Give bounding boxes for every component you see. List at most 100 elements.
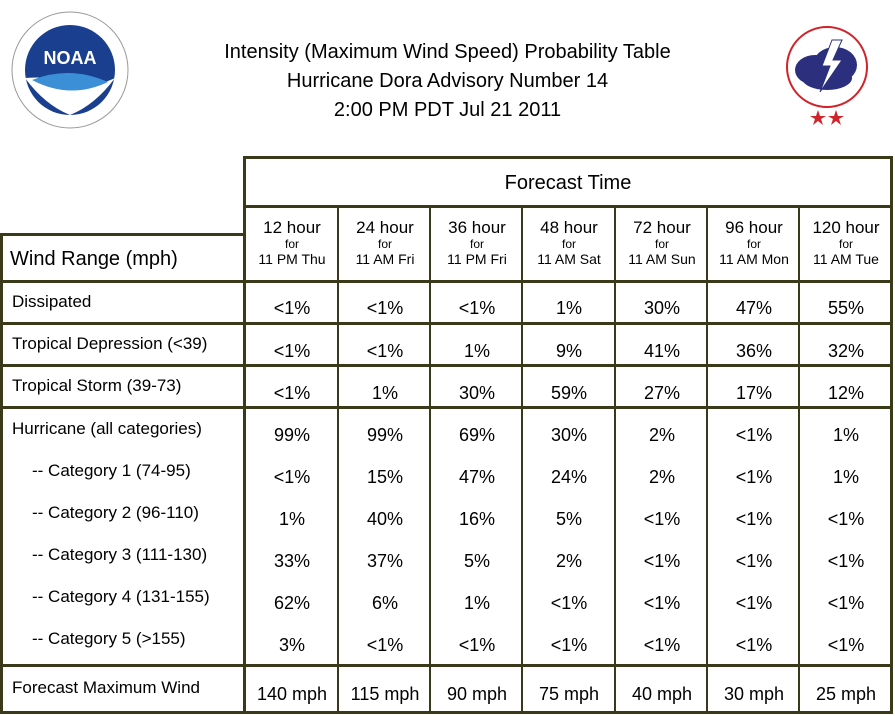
column-date: 11 AM Fri: [355, 251, 415, 267]
probability-cell: 55%: [827, 298, 865, 318]
probability-cell: 6%: [371, 593, 398, 613]
forecast-time-label: Forecast Time: [504, 172, 632, 194]
probability-cell: 40%: [366, 509, 404, 529]
probability-cell: 9%: [555, 341, 582, 361]
probability-cell: 1%: [463, 593, 490, 613]
probability-cell: 1%: [832, 425, 859, 445]
probability-cell: 30%: [550, 425, 588, 445]
probability-cell: 36%: [735, 341, 773, 361]
column-hours: 120 hour: [812, 218, 880, 237]
probability-cell: <1%: [273, 467, 311, 487]
column-header: 96 hour for 11 AM Mon: [708, 218, 800, 268]
probability-cell: 12%: [827, 383, 865, 403]
probability-cell: 59%: [550, 383, 588, 403]
probability-cell: <1%: [735, 551, 773, 571]
max-wind-cell: 90 mph: [446, 684, 508, 704]
probability-cell: 16%: [458, 509, 496, 529]
probability-cell: <1%: [550, 635, 588, 655]
row-label-category-3: -- Category 3 (111-130): [32, 545, 208, 564]
probability-cell: 32%: [827, 341, 865, 361]
probability-cell: 17%: [735, 383, 773, 403]
max-wind-cell: 25 mph: [815, 684, 877, 704]
column-hours: 24 hour: [356, 218, 414, 237]
probability-cell: <1%: [827, 509, 865, 529]
probability-cell: <1%: [366, 635, 404, 655]
max-wind-cell: 115 mph: [350, 684, 420, 704]
column-header: 72 hour for 11 AM Sun: [616, 218, 708, 268]
probability-cell: 2%: [648, 467, 675, 487]
max-wind-cell: 140 mph: [256, 684, 328, 704]
probability-cell: 5%: [555, 509, 582, 529]
row-label-max-wind: Forecast Maximum Wind: [12, 678, 200, 697]
probability-cell: 15%: [366, 467, 404, 487]
column-header: 24 hour for 11 AM Fri: [339, 218, 431, 268]
column-hours: 72 hour: [633, 218, 691, 237]
max-wind-cell: 30 mph: [723, 684, 785, 704]
row-label-category-5: -- Category 5 (>155): [32, 629, 186, 648]
probability-cell: <1%: [735, 593, 773, 613]
probability-cell: <1%: [643, 593, 681, 613]
probability-cell: 24%: [550, 467, 588, 487]
column-hours: 36 hour: [448, 218, 506, 237]
column-hours: 96 hour: [725, 218, 783, 237]
probability-cell: 30%: [643, 298, 681, 318]
probability-cell: 1%: [463, 341, 490, 361]
column-for: for: [746, 237, 761, 251]
column-hours: 12 hour: [263, 218, 321, 237]
probability-cell: 99%: [273, 425, 311, 445]
wind-range-label: Wind Range (mph): [10, 248, 178, 270]
probability-cell: 1%: [555, 298, 582, 318]
probability-cell: <1%: [827, 551, 865, 571]
probability-cell: <1%: [458, 298, 496, 318]
probability-cell: 2%: [555, 551, 582, 571]
probability-cell: 62%: [273, 593, 311, 613]
probability-cell: 1%: [832, 467, 859, 487]
probability-cell: 30%: [458, 383, 496, 403]
probability-cell: 47%: [735, 298, 773, 318]
probability-cell: <1%: [735, 425, 773, 445]
probability-cell: <1%: [827, 635, 865, 655]
noaa-logo-text: NOAA: [44, 48, 97, 68]
probability-cell: <1%: [735, 509, 773, 529]
probability-cell: 33%: [273, 551, 311, 571]
probability-cell: 2%: [648, 425, 675, 445]
probability-cell: 41%: [643, 341, 681, 361]
probability-cell: 3%: [278, 635, 305, 655]
column-date: 11 PM Fri: [447, 251, 507, 267]
column-for: for: [561, 237, 576, 251]
title-line-2: Hurricane Dora Advisory Number 14: [286, 70, 609, 92]
column-date: 11 AM Sat: [537, 251, 601, 267]
probability-cell: <1%: [643, 509, 681, 529]
row-label-tropical-storm: Tropical Storm (39-73): [12, 376, 182, 395]
probability-cell: <1%: [273, 341, 311, 361]
probability-cell: 5%: [463, 551, 490, 571]
probability-cell: 1%: [278, 509, 305, 529]
row-label-category-1: -- Category 1 (74-95): [32, 461, 191, 480]
probability-cell: <1%: [458, 635, 496, 655]
title-line-3: 2:00 PM PDT Jul 21 2011: [333, 99, 562, 121]
column-for: for: [469, 237, 484, 251]
column-hours: 48 hour: [540, 218, 598, 237]
probability-cell: 99%: [366, 425, 404, 445]
column-header: 36 hour for 11 PM Fri: [431, 218, 523, 268]
column-date: 11 PM Thu: [258, 251, 326, 267]
title-line-1: Intensity (Maximum Wind Speed) Probabili…: [224, 41, 671, 63]
probability-cell: <1%: [366, 341, 404, 361]
column-header: 12 hour for 11 PM Thu: [246, 218, 338, 268]
column-date: 11 AM Mon: [719, 251, 789, 267]
noaa-logo: NOAA: [11, 11, 129, 129]
probability-cell: 1%: [371, 383, 398, 403]
row-label-category-2: -- Category 2 (96-110): [32, 503, 199, 522]
page-title: Intensity (Maximum Wind Speed) Probabili…: [150, 38, 745, 125]
probability-cell: <1%: [735, 635, 773, 655]
probability-cell: <1%: [643, 551, 681, 571]
column-for: for: [377, 237, 392, 251]
column-date: 11 AM Sun: [628, 251, 696, 267]
max-wind-cell: 40 mph: [631, 684, 693, 704]
column-header: 120 hour for 11 AM Tue: [800, 218, 892, 268]
probability-cell: 37%: [366, 551, 404, 571]
column-for: for: [838, 237, 853, 251]
row-label-category-4: -- Category 4 (131-155): [32, 587, 210, 606]
probability-cell: <1%: [366, 298, 404, 318]
nws-logo: [772, 12, 882, 125]
